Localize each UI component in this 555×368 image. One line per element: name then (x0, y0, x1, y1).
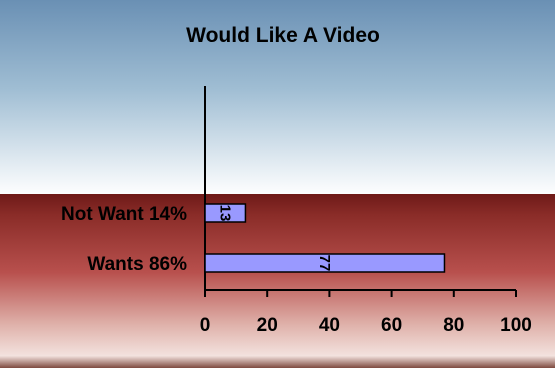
category-label: Not Want 14% (61, 204, 187, 225)
bar (204, 203, 247, 223)
x-tick-label: 40 (319, 315, 340, 336)
sky-background (0, 0, 555, 196)
x-tick-label: 0 (200, 315, 211, 336)
chart-title: Would Like A Video (186, 24, 380, 47)
x-tick-label: 100 (500, 315, 532, 336)
plot-area: 0 20 40 60 80 100 Not Want 14% 13 Wants 86% 77 (61, 86, 532, 336)
data-label: 77 (316, 255, 333, 272)
data-label: 13 (217, 205, 234, 222)
x-tick-label: 20 (257, 315, 278, 336)
bar (204, 253, 446, 273)
x-tick-label: 60 (381, 315, 402, 336)
band-background (0, 194, 555, 368)
category-label: Wants 86% (87, 254, 187, 275)
x-tick-label: 80 (443, 315, 464, 336)
